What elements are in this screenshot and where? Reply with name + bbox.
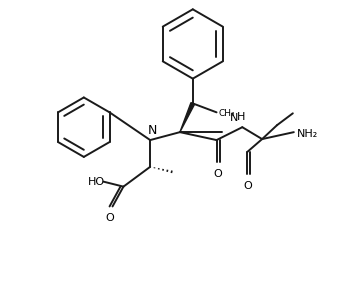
Polygon shape: [180, 103, 195, 132]
Text: HO: HO: [88, 177, 105, 187]
Text: N: N: [230, 113, 239, 123]
Text: O: O: [244, 181, 252, 191]
Text: NH₂: NH₂: [297, 129, 318, 139]
Text: CH₃: CH₃: [219, 109, 235, 118]
Text: N: N: [147, 124, 157, 137]
Text: H: H: [237, 112, 245, 122]
Text: O: O: [105, 213, 114, 223]
Text: O: O: [213, 169, 222, 179]
